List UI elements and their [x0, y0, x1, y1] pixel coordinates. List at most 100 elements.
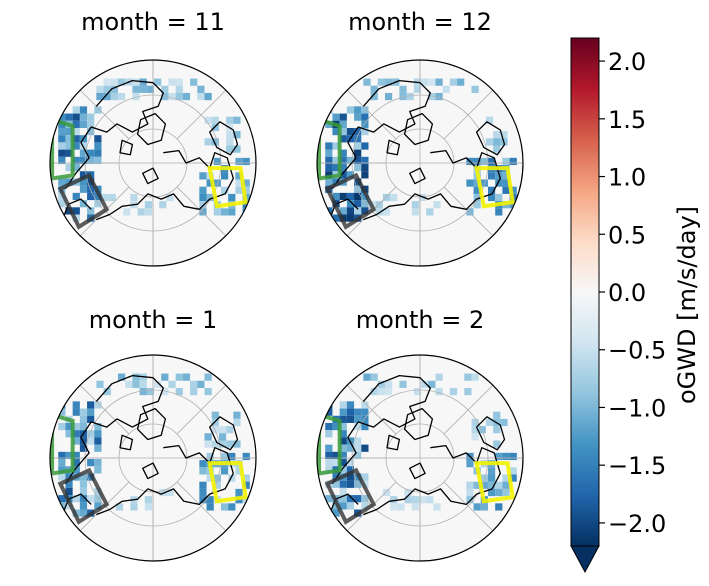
drag-cell [384, 380, 393, 388]
drag-cell [471, 418, 479, 427]
drag-cell [346, 207, 355, 215]
drag-cell [390, 503, 398, 511]
drag-cell [65, 480, 73, 488]
drag-cell [79, 487, 88, 496]
drag-cell [94, 106, 102, 114]
drag-cell [426, 496, 434, 504]
drag-cell [220, 503, 229, 511]
drag-cell [399, 380, 407, 388]
drag-cell [144, 208, 152, 216]
coastline [328, 198, 359, 220]
drag-cell [339, 422, 347, 431]
drag-cell [242, 186, 250, 194]
coastline [136, 407, 167, 441]
drag-cell [339, 495, 347, 503]
meridian-line [176, 186, 227, 237]
drag-cell [94, 444, 102, 452]
drag-cell [487, 481, 496, 489]
drag-cell [361, 401, 369, 409]
drag-cell [87, 156, 95, 165]
map-content [50, 60, 256, 266]
drag-cell [354, 437, 362, 445]
coastline [119, 434, 134, 451]
drag-cell [413, 85, 422, 93]
region-box-black [324, 172, 377, 230]
drag-cell [94, 142, 102, 150]
drag-cell [413, 387, 422, 396]
drag-cell [220, 186, 229, 194]
drag-cell [87, 459, 95, 467]
meridian-line [443, 186, 494, 237]
colorbar-tick-label: 2.0 [608, 48, 646, 76]
drag-cell [325, 156, 333, 165]
drag-cell [87, 408, 95, 416]
drag-cell [228, 193, 236, 202]
drag-cell [346, 192, 355, 201]
drag-cell [233, 116, 241, 124]
drag-cell [346, 214, 355, 222]
drag-cell [103, 85, 111, 93]
coastline [96, 149, 234, 221]
drag-cell [421, 380, 429, 388]
drag-cell [411, 503, 419, 511]
drag-cell [384, 78, 393, 86]
drag-cell [72, 192, 80, 201]
drag-cell [325, 408, 333, 416]
drag-cell [354, 200, 362, 208]
drag-cell [487, 157, 496, 166]
drag-cell [354, 156, 362, 165]
drag-cell [58, 459, 66, 467]
drag-cell [339, 444, 347, 452]
drag-cell [213, 179, 221, 187]
drag-cell [115, 503, 124, 511]
region-box-yellow [207, 461, 248, 504]
drag-cell [94, 156, 102, 165]
drag-cell [471, 433, 479, 441]
drag-cell [72, 401, 80, 409]
drag-cell [339, 430, 347, 438]
map-border [49, 354, 257, 562]
drag-cell [94, 135, 102, 143]
drag-cell [354, 106, 362, 114]
drag-cell [339, 164, 347, 172]
drag-cell [493, 426, 501, 434]
drag-cell [466, 208, 474, 216]
drag-cell [332, 459, 340, 467]
drag-cell [466, 460, 474, 468]
coastline [328, 493, 359, 515]
drag-cell [339, 480, 347, 488]
drag-cell [182, 373, 191, 381]
drag-cell [346, 401, 355, 409]
drag-cell [220, 208, 229, 216]
drag-cell [87, 113, 95, 121]
drag-cell [72, 135, 80, 143]
drag-cell [132, 92, 140, 101]
drag-cell [399, 85, 407, 93]
drag-cell [433, 503, 441, 511]
drag-cell [206, 193, 214, 202]
drag-cell [103, 387, 111, 396]
drag-cell [339, 502, 347, 510]
drag-cell [411, 496, 419, 504]
drag-cell [325, 451, 333, 460]
drag-cell [466, 481, 474, 489]
drag-cell [346, 156, 355, 165]
drag-cell [101, 193, 109, 202]
drag-cell [228, 503, 236, 511]
drag-cell [325, 495, 333, 503]
drag-cell [220, 172, 229, 180]
drag-cell [485, 418, 494, 427]
drag-cell [370, 92, 378, 101]
drag-cell [339, 156, 347, 165]
drag-cell [361, 142, 369, 150]
drag-cell [411, 201, 419, 209]
drag-cell [211, 138, 219, 146]
drag-cell [346, 415, 355, 423]
region-box-green [317, 117, 342, 181]
drag-cell [354, 495, 362, 503]
drag-cell [146, 387, 155, 396]
drag-cell [204, 387, 212, 396]
panel-title-month-2: month = 2 [356, 306, 485, 334]
drag-cell [87, 437, 95, 445]
drag-cell [204, 138, 212, 146]
